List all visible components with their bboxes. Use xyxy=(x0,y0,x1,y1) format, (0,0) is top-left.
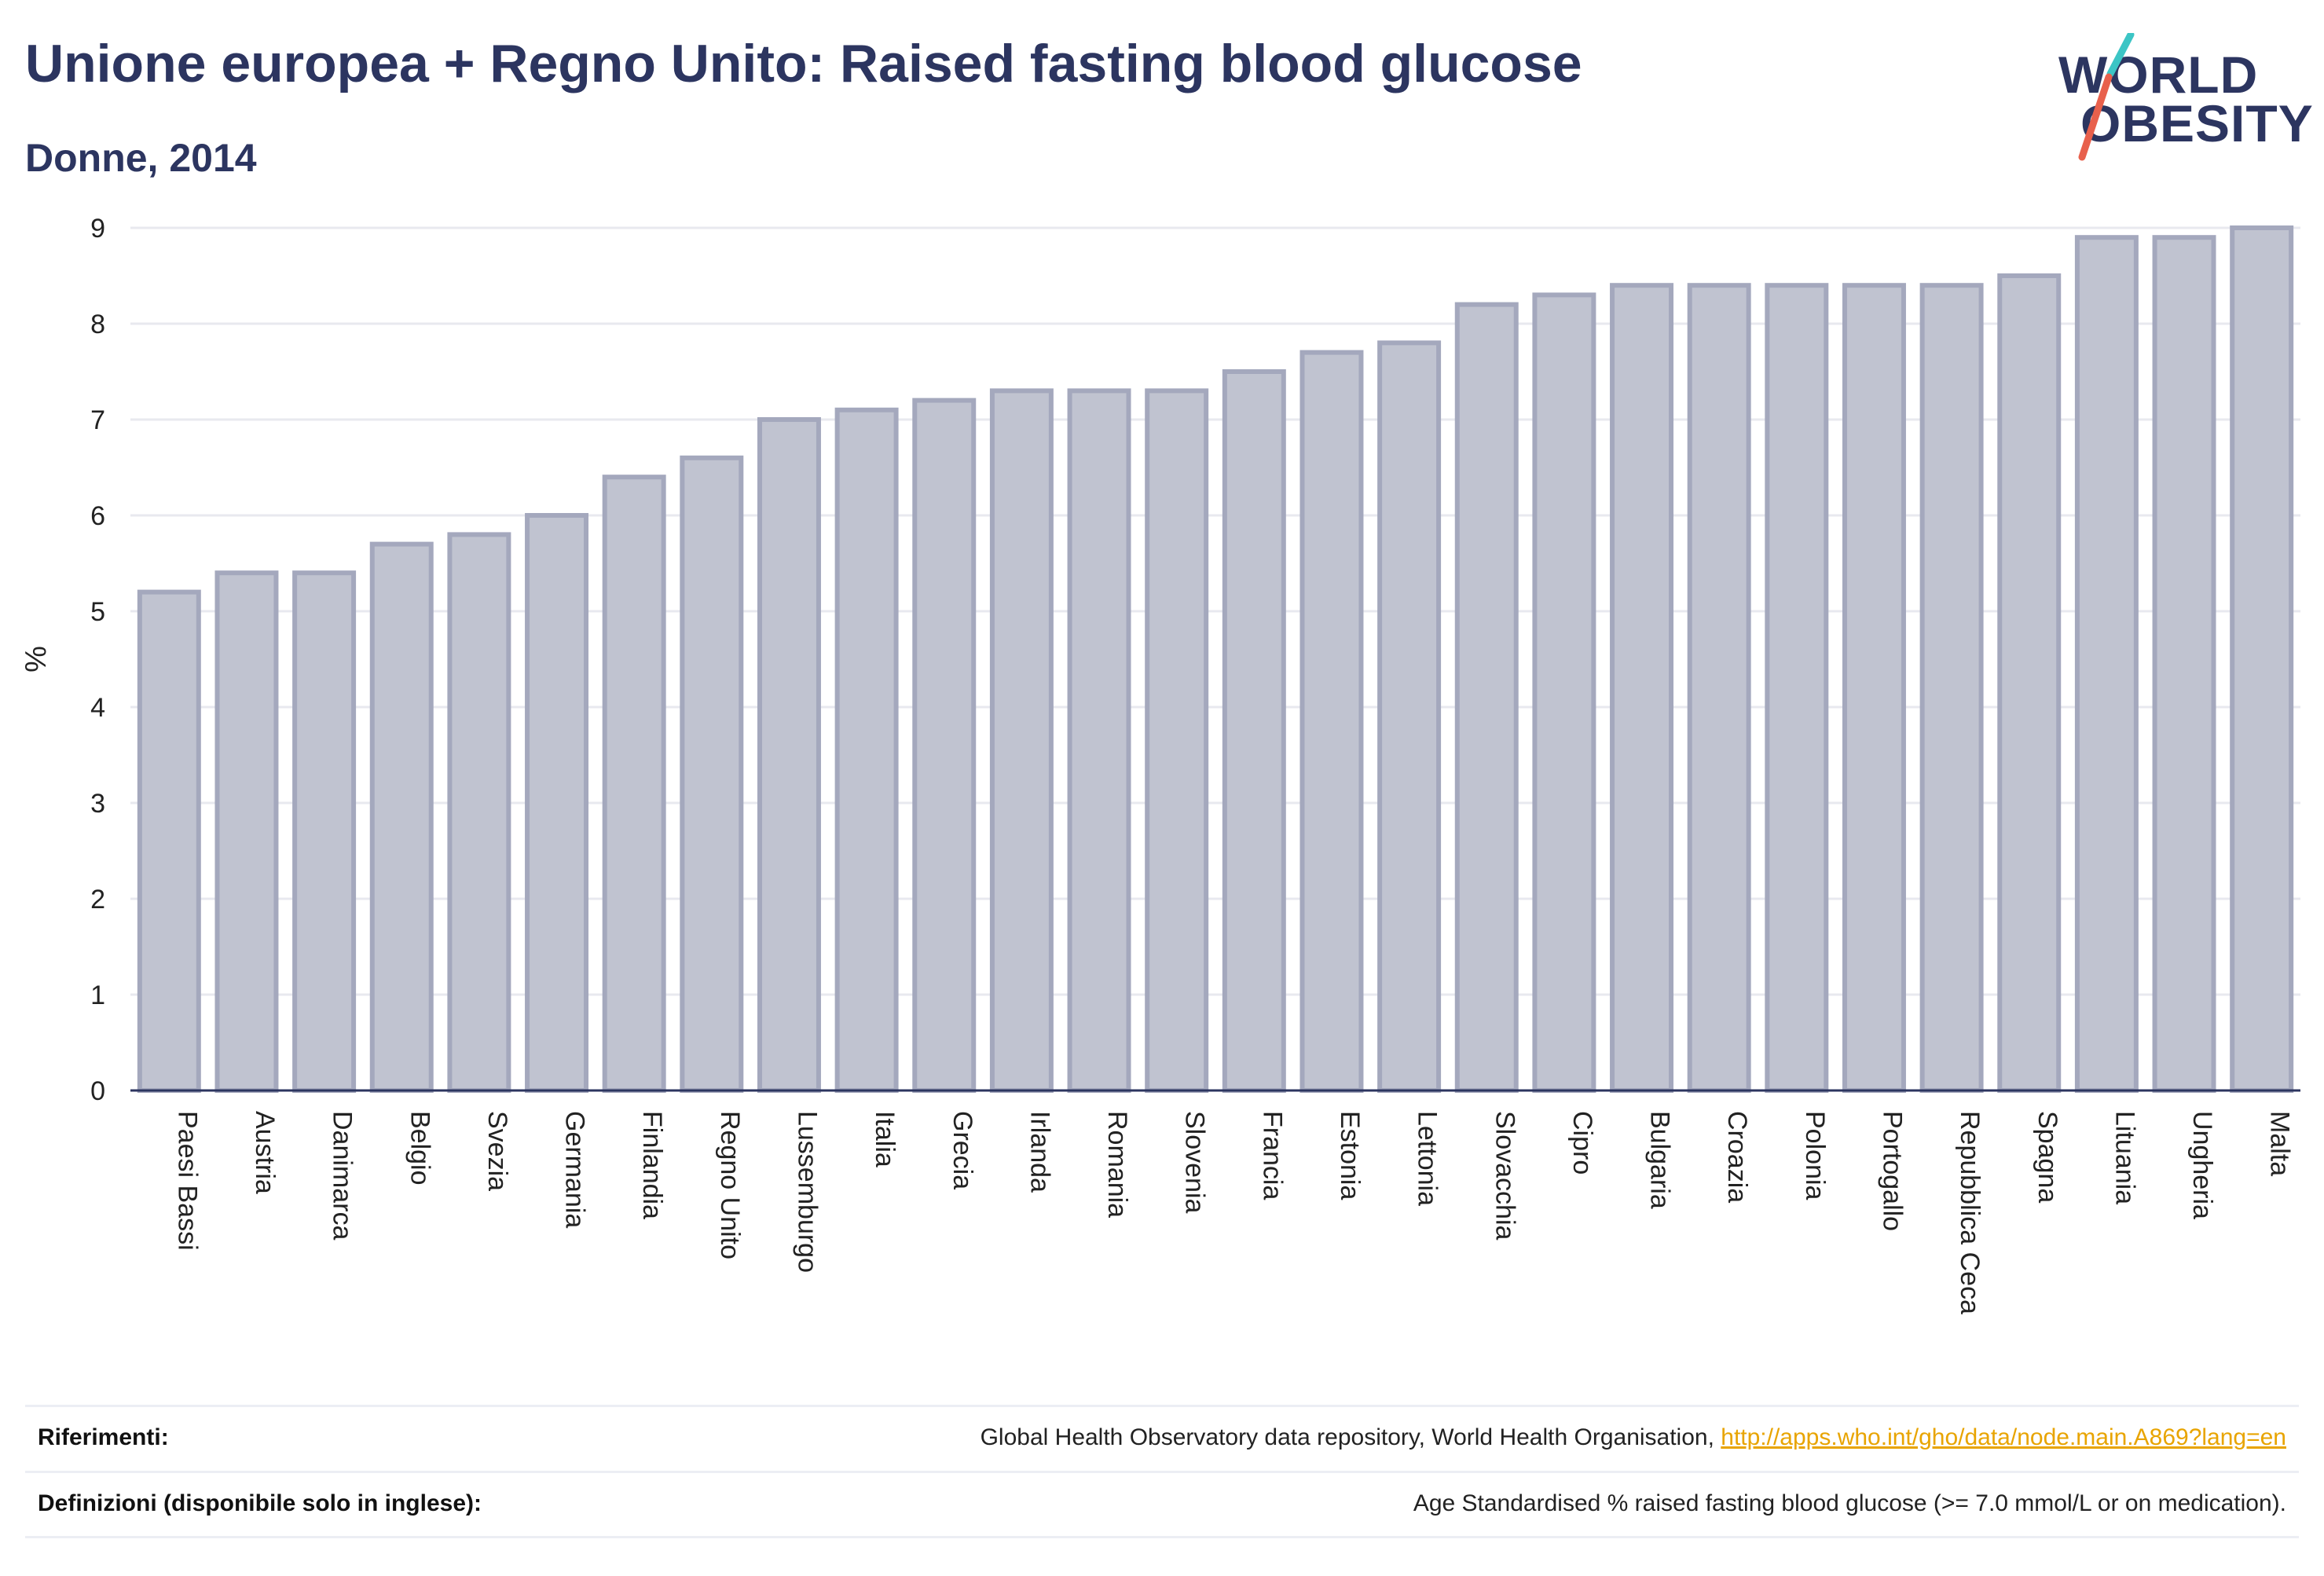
bar[interactable] xyxy=(1919,283,1984,1094)
x-tick-label: Malta xyxy=(2265,1111,2295,1176)
bar[interactable] xyxy=(137,589,201,1094)
y-tick-label: 5 xyxy=(90,597,105,627)
y-axis-ticks: 0 1 2 3 4 5 6 7 8 9 xyxy=(90,214,105,1106)
y-tick-label: 0 xyxy=(90,1076,105,1106)
bar[interactable] xyxy=(602,475,666,1093)
x-tick-label: Romania xyxy=(1102,1111,1132,1218)
x-tick-label: Belgio xyxy=(405,1111,434,1186)
bar[interactable] xyxy=(1222,369,1286,1093)
bar[interactable] xyxy=(369,541,434,1094)
bar[interactable] xyxy=(1145,388,1209,1093)
x-tick-label: Irlanda xyxy=(1025,1111,1054,1193)
definitions-row: Definizioni (disponibile solo in inglese… xyxy=(25,1471,2299,1538)
bar[interactable] xyxy=(1687,283,1751,1094)
x-tick-label: Francia xyxy=(1257,1111,1287,1200)
x-tick-label: Cipro xyxy=(1567,1111,1597,1175)
x-tick-label: Paesi Bassi xyxy=(172,1111,202,1251)
bar[interactable] xyxy=(1997,273,2062,1093)
chart-subtitle: Donne, 2014 xyxy=(25,136,257,180)
y-tick-label: 3 xyxy=(90,789,105,819)
x-tick-label: Svezia xyxy=(482,1111,512,1191)
definitions-label: Definizioni (disponibile solo in inglese… xyxy=(38,1490,482,1516)
x-tick-label: Regno Unito xyxy=(715,1111,745,1259)
references-text: Global Health Observatory data repositor… xyxy=(980,1424,1721,1450)
x-axis-ticks: Paesi Bassi Austria Danimarca Belgio Svezia G… xyxy=(172,1111,2294,1314)
y-tick-label: 7 xyxy=(90,405,105,435)
logo-text-line2: OBESITY xyxy=(2080,94,2314,152)
bar[interactable] xyxy=(525,513,589,1093)
x-tick-label: Lituania xyxy=(2110,1111,2139,1204)
x-tick-label: Estonia xyxy=(1335,1111,1365,1200)
bar[interactable] xyxy=(680,455,744,1093)
logo-text-line1: WORLD xyxy=(2058,46,2259,104)
x-tick-label: Bulgaria xyxy=(1645,1111,1675,1209)
bar[interactable] xyxy=(1610,283,1674,1094)
bar[interactable] xyxy=(1532,292,1596,1093)
bar[interactable] xyxy=(1377,340,1442,1093)
bar[interactable] xyxy=(1454,302,1519,1094)
bar[interactable] xyxy=(447,532,511,1093)
references-label: Riferimenti: xyxy=(38,1424,169,1450)
x-tick-label: Slovacchia xyxy=(1490,1111,1519,1241)
bar[interactable] xyxy=(912,398,977,1094)
x-tick-label: Italia xyxy=(870,1111,900,1167)
x-tick-label: Germania xyxy=(560,1111,590,1228)
definitions-text: Age Standardised % raised fasting blood … xyxy=(1413,1490,2286,1516)
x-tick-label: Ungheria xyxy=(2187,1111,2217,1219)
y-tick-label: 8 xyxy=(90,310,105,339)
bar[interactable] xyxy=(1299,350,1364,1094)
x-tick-label: Grecia xyxy=(948,1111,977,1189)
bars xyxy=(137,225,2294,1094)
chart-title: Unione europea + Regno Unito: Raised fas… xyxy=(25,34,1582,93)
bar[interactable] xyxy=(214,570,279,1093)
bar[interactable] xyxy=(1067,388,1131,1093)
y-axis-label: % xyxy=(20,646,53,673)
bar[interactable] xyxy=(2074,235,2139,1094)
x-tick-label: Portogallo xyxy=(1877,1111,1907,1231)
x-tick-label: Finlandia xyxy=(637,1111,667,1219)
x-tick-label: Lettonia xyxy=(1413,1111,1442,1206)
bar[interactable] xyxy=(989,388,1054,1093)
y-tick-label: 4 xyxy=(90,693,105,723)
bar[interactable] xyxy=(2230,225,2294,1093)
bar[interactable] xyxy=(2152,235,2216,1094)
x-tick-label: Repubblica Ceca xyxy=(1955,1111,1985,1314)
references-row: Riferimenti: Global Health Observatory d… xyxy=(25,1405,2299,1470)
bar[interactable] xyxy=(292,570,357,1093)
bar-chart: 0 1 2 3 4 5 6 7 8 9 Paesi Bassi Austria Danimarca Be… xyxy=(20,214,2300,1314)
y-tick-label: 9 xyxy=(90,214,105,244)
x-tick-label: Spagna xyxy=(2033,1111,2062,1203)
x-tick-label: Danimarca xyxy=(328,1111,357,1240)
world-obesity-logo: WORLD OBESITY xyxy=(2058,33,2313,174)
bar[interactable] xyxy=(757,417,821,1093)
x-tick-label: Croazia xyxy=(1722,1111,1752,1203)
logo-slash-icon xyxy=(2078,33,2135,161)
x-tick-label: Polonia xyxy=(1800,1111,1830,1200)
y-tick-label: 1 xyxy=(90,980,105,1010)
x-tick-label: Austria xyxy=(250,1111,280,1194)
x-tick-label: Slovenia xyxy=(1180,1111,1210,1214)
y-tick-label: 6 xyxy=(90,501,105,531)
bar[interactable] xyxy=(1765,283,1829,1094)
x-tick-label: Lussemburgo xyxy=(792,1111,822,1273)
bar[interactable] xyxy=(1842,283,1906,1094)
references-value: Global Health Observatory data repositor… xyxy=(981,1424,2286,1451)
y-tick-label: 2 xyxy=(90,885,105,914)
bar[interactable] xyxy=(834,407,899,1093)
references-link[interactable]: http://apps.who.int/gho/data/node.main.A… xyxy=(1721,1424,2286,1450)
